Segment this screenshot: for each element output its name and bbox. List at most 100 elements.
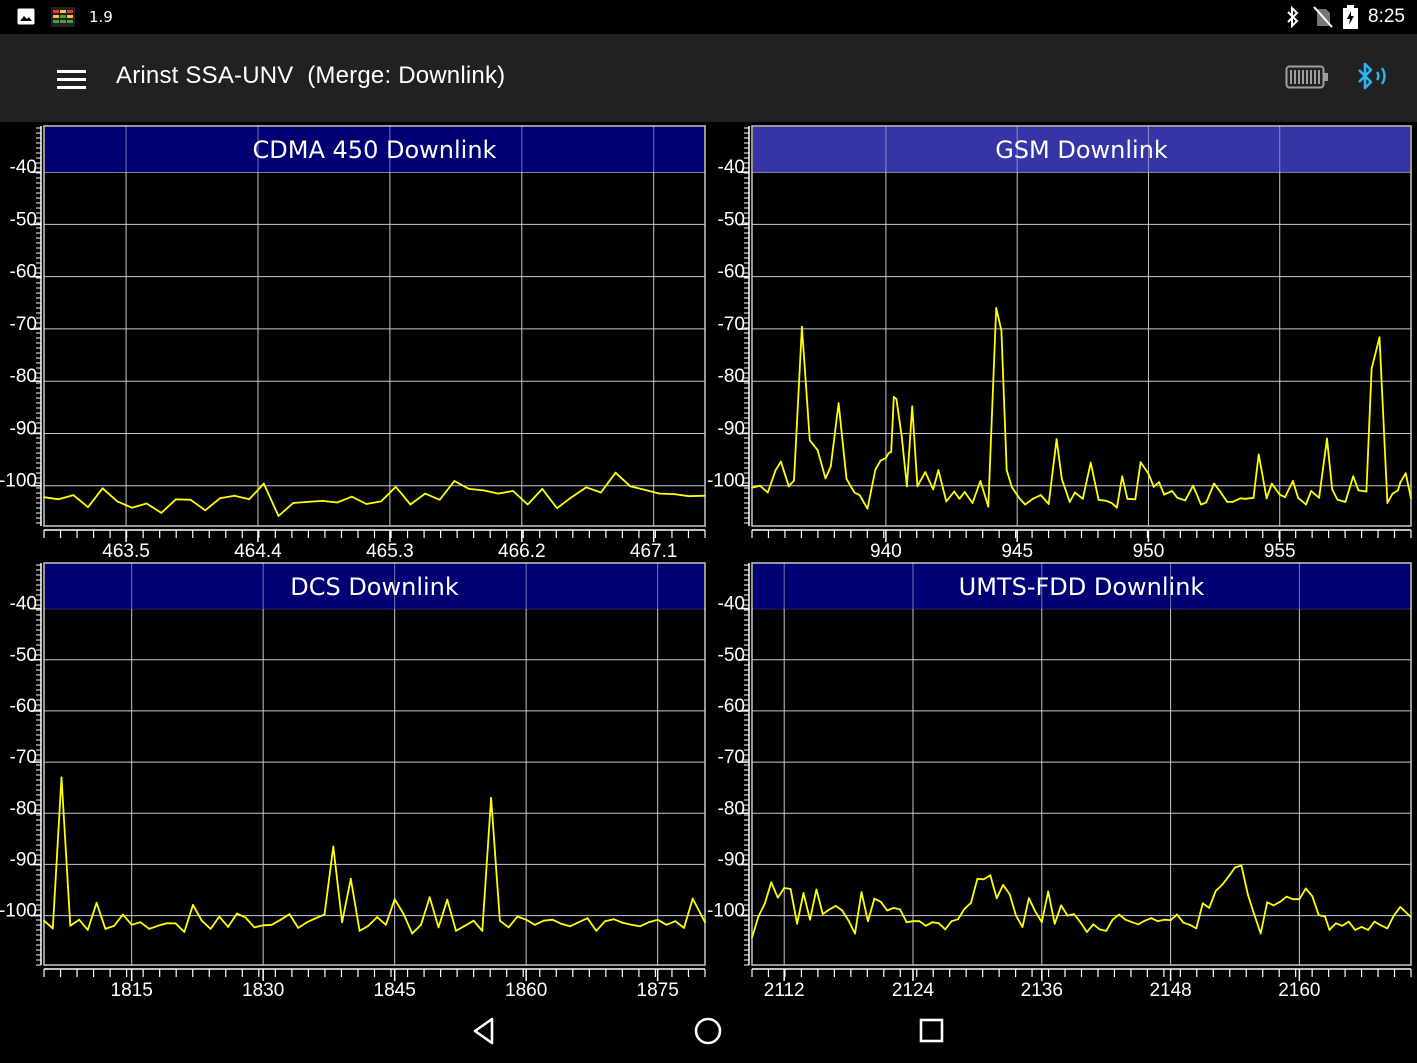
trace-point	[789, 888, 792, 890]
trace-point	[1270, 482, 1273, 485]
trace-point	[1392, 914, 1395, 917]
trace-point	[995, 897, 998, 900]
trace-point	[321, 500, 324, 502]
trace-point	[292, 502, 295, 504]
trace-point	[365, 503, 368, 505]
trace-point	[1247, 893, 1249, 896]
trace-point	[1156, 920, 1159, 923]
trace-point	[306, 501, 309, 503]
trace-point	[1116, 506, 1118, 509]
y-tick-label: -60	[718, 696, 745, 717]
trace-point	[130, 923, 133, 926]
trace-point	[1367, 929, 1369, 931]
trace-point	[1118, 913, 1120, 916]
trace-point	[1097, 498, 1100, 501]
trace-point	[204, 509, 207, 512]
trace-point	[1034, 910, 1037, 913]
trace-point	[1032, 497, 1034, 500]
trace-point	[1008, 893, 1011, 895]
app-title: Arinst SSA-UNV (Merge: Downlink)	[116, 62, 506, 89]
trace-point	[497, 492, 500, 495]
trace-point	[890, 450, 893, 453]
device-battery-icon[interactable]	[1285, 65, 1329, 89]
trace-point	[437, 926, 440, 929]
trace-point	[380, 500, 382, 503]
trace-point	[874, 468, 877, 471]
trace-point	[847, 919, 850, 922]
y-tick-label: -60	[10, 696, 37, 717]
y-tick-label: -80	[718, 366, 745, 387]
trace-point	[885, 457, 887, 459]
x-tick-label: 465.3	[366, 541, 414, 562]
trace-point	[1150, 917, 1153, 920]
trace-point	[145, 502, 148, 505]
trace-point	[262, 482, 265, 485]
trace-point	[1184, 499, 1187, 502]
trace-point	[1143, 919, 1146, 922]
x-tick-label: 2136	[1021, 980, 1063, 1001]
trace-point	[982, 878, 985, 881]
trace-point	[600, 491, 602, 494]
trace-point	[1213, 482, 1215, 485]
chart-panel: CDMA 450 Downlink -40 -50 -60 -70 -80 -90 -100 4…	[0, 125, 706, 562]
trace-point	[829, 465, 832, 468]
trace-point	[630, 923, 633, 926]
trace-point	[1304, 887, 1307, 890]
x-tick-label: 466.2	[498, 541, 546, 562]
trace-point	[674, 920, 677, 923]
trace-point	[905, 921, 908, 924]
y-tick-label: -90	[10, 418, 37, 439]
x-tick-label: 955	[1264, 541, 1296, 562]
trace-point	[764, 902, 766, 905]
trace-point	[879, 459, 882, 462]
plot-frame	[43, 562, 706, 966]
trace-point	[1221, 884, 1223, 886]
trace-point	[1021, 926, 1024, 928]
trace-point	[1410, 497, 1412, 500]
trace-point	[1105, 500, 1108, 502]
trace-point	[1397, 489, 1399, 492]
trace-point	[1257, 453, 1260, 456]
trace-point	[925, 924, 927, 927]
bluetooth-signal-icon[interactable]	[1354, 60, 1390, 94]
trace-point	[1111, 918, 1114, 921]
y-tick-label: -40	[10, 157, 37, 178]
trace-point	[995, 307, 998, 309]
trace-point	[1024, 503, 1026, 506]
home-icon[interactable]	[693, 1016, 723, 1046]
trace-point	[924, 471, 927, 473]
trace-point	[1324, 915, 1326, 918]
y-tick-label: -90	[718, 418, 745, 439]
trace-point	[60, 776, 63, 779]
trace-point	[1066, 914, 1069, 917]
trace-point	[200, 919, 203, 922]
trace-point	[1137, 923, 1140, 926]
y-tick-label: -100	[0, 471, 37, 492]
trace-point	[1098, 928, 1101, 931]
trace-point	[420, 923, 422, 926]
trace-point	[906, 485, 908, 488]
trace-point	[757, 915, 760, 918]
trace-point	[944, 928, 947, 931]
trace-point	[376, 916, 378, 918]
trace-point	[1218, 489, 1221, 492]
trace-point	[297, 927, 300, 929]
y-tick-label: -100	[707, 901, 745, 922]
menu-icon[interactable]	[57, 68, 87, 90]
trace-point	[116, 500, 119, 503]
trace-point	[1344, 501, 1347, 503]
trace-point	[774, 469, 777, 471]
recents-icon[interactable]	[918, 1017, 946, 1045]
trace-point	[1214, 890, 1217, 892]
trace-point	[854, 932, 856, 935]
plot-area	[44, 563, 705, 965]
back-icon[interactable]	[470, 1016, 500, 1046]
trace-point	[1328, 929, 1331, 931]
trace-point	[277, 515, 280, 517]
trace-point	[918, 920, 921, 923]
trace-point	[394, 485, 397, 488]
trace-point	[1399, 481, 1402, 483]
trace-point	[751, 936, 753, 939]
y-tick-label: -80	[10, 366, 37, 387]
y-tick-label: -60	[10, 262, 37, 283]
